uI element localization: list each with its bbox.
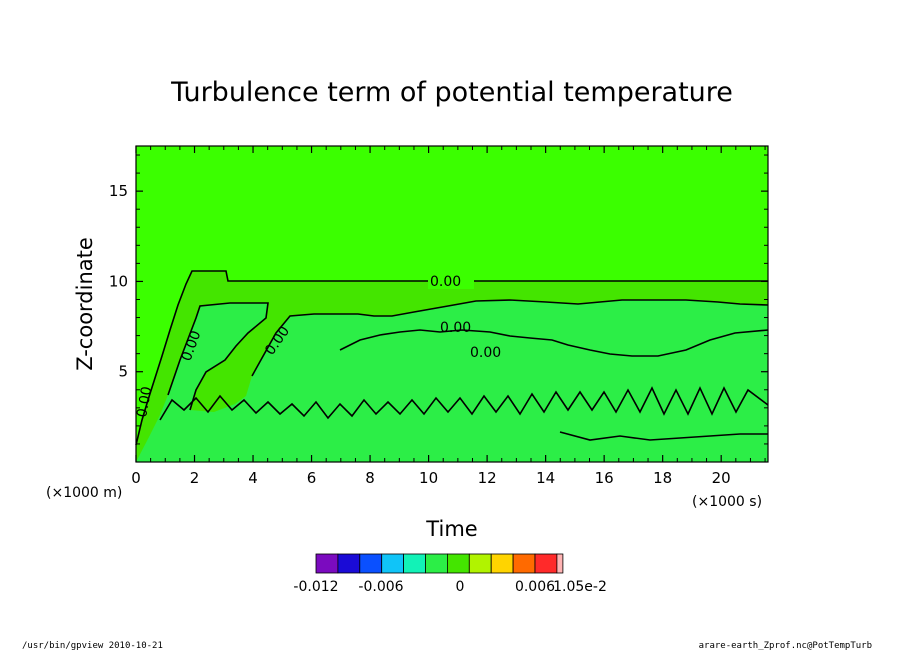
x-tick-label: 8 [365,469,375,487]
colorbar-tick-label: 1.05e-2 [553,579,607,595]
colorbar-swatch [446,553,470,574]
colorbar-swatch [337,553,361,574]
contour-label: 0.00 [134,385,155,418]
colorbar-swatch [534,553,558,574]
y-tick-label: 15 [109,182,128,200]
x-tick-label: 10 [419,469,438,487]
chart-title: Turbulence term of potential temperature [170,77,733,108]
colorbar-swatch [315,553,339,574]
footer-right: arare-earth_Zprof.nc@PotTempTurb [698,641,872,651]
colorbar-swatch [490,553,514,574]
colorbar-tick-label: -0.006 [358,579,403,595]
contour-line-bottom [559,431,768,441]
colorbar-swatch [468,553,492,574]
contour-line-mid [251,299,769,377]
contour-line-lower [339,329,769,357]
x-tick-label: 12 [478,469,497,487]
footer-left: /usr/bin/gpview 2010-10-21 [22,641,163,651]
x-tick-label: 0 [131,469,141,487]
contour-label: 0.00 [430,274,461,290]
colorbar-swatch [512,553,536,574]
x-tick-label: 20 [712,469,731,487]
field-band-inner [136,300,768,462]
x-axis-title: Time [425,517,477,541]
y-axis-units: (×1000 m) [46,485,122,501]
colorbar-tick-label: -0.012 [293,579,338,595]
colorbar-swatch [403,553,426,574]
contour-line-noise [159,386,769,421]
x-tick-label: 6 [307,469,317,487]
y-axis-title: Z-coordinate [73,237,97,371]
colorbar-swatch [556,553,564,574]
x-tick-label: 18 [653,469,672,487]
plot-frame [135,145,769,463]
x-axis: 0 2 4 6 8 10 12 14 16 18 20 [131,146,766,487]
x-tick-label: 4 [248,469,258,487]
y-tick-label: 5 [118,363,128,381]
colorbar-tick-label: 0.006 [515,579,555,595]
colorbar-swatch [381,553,405,574]
x-tick-label: 14 [536,469,555,487]
contour-label: 0.00 [470,345,501,361]
x-tick-label: 16 [595,469,614,487]
contour-label: 0.00 [440,320,471,336]
contour-line-top [135,270,768,446]
contour-lines [135,270,769,446]
x-axis-units: (×1000 s) [692,494,762,510]
contour-line-inner [167,302,269,411]
x-tick-label: 2 [190,469,200,487]
colorbar-tick-label: 0 [456,579,465,595]
colorbar-swatch [425,553,448,574]
colorbar-swatch [359,553,383,574]
y-axis: 5 10 15 [109,154,768,445]
y-tick-label: 10 [109,272,128,290]
